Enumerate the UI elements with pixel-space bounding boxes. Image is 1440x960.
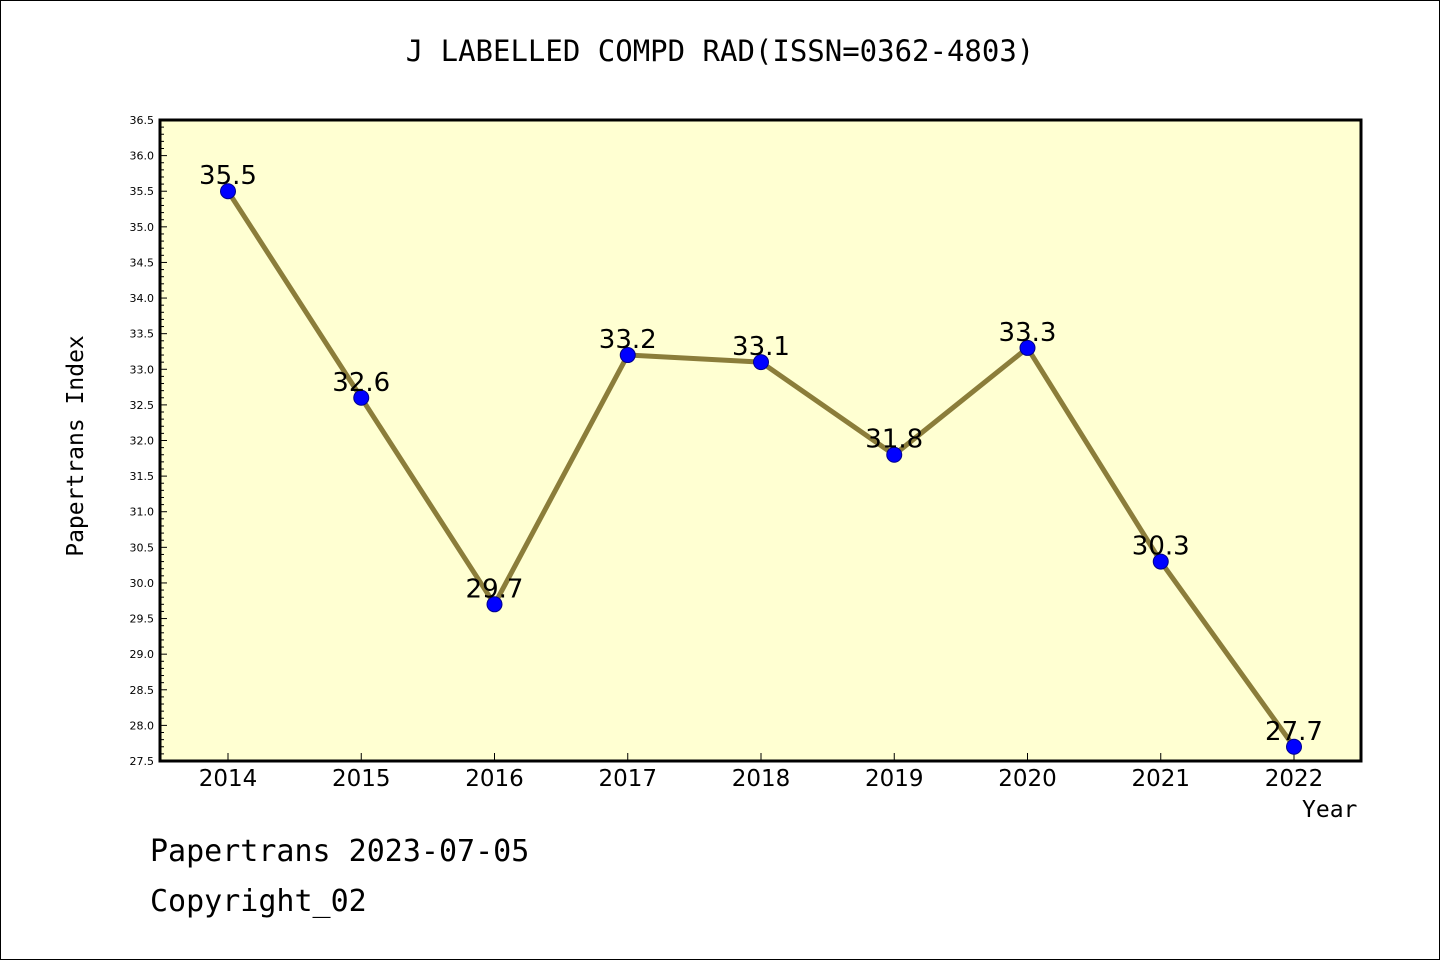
y-tick-label: 32.5 [130,399,155,412]
y-tick-label: 29.5 [130,613,155,626]
y-tick-label: 33.0 [130,363,155,376]
y-tick-label: 36.5 [130,114,155,127]
y-tick-label: 34.0 [130,292,155,305]
y-tick-label: 33.5 [130,328,155,341]
data-point [753,354,769,371]
data-point [220,183,236,200]
data-label: 35.5 [199,161,257,191]
data-point [886,446,903,463]
y-tick-label: 29.0 [130,648,155,661]
data-label: 30.3 [1132,532,1190,562]
x-tick-label: 2016 [465,766,524,792]
data-point [353,389,370,406]
data-label: 29.7 [466,574,524,604]
data-label: 27.7 [1265,717,1323,747]
x-tick-label: 2020 [998,766,1057,792]
y-tick-label: 30.0 [130,577,155,590]
x-tick-label: 2015 [332,766,391,792]
plot-area [158,118,1363,763]
footer-copyright: Copyright_02 [150,884,367,919]
data-point [486,596,503,613]
chart-title: J LABELLED COMPD RAD(ISSN=0362-4803) [405,34,1035,68]
y-tick-label: 35.0 [130,221,155,234]
x-tick-label: 2017 [598,766,657,792]
y-tick-label: 28.5 [130,684,155,697]
x-tick-label: 2021 [1131,766,1190,792]
x-tick-label: 2019 [865,766,924,792]
x-axis-title: Year [1302,797,1358,823]
y-tick-label: 32.0 [130,435,155,448]
data-labels: 35.5 32.6 29.7 33.2 33.1 31.8 33.3 30.3 27.7 [199,161,1323,747]
data-label: 33.3 [999,318,1057,348]
x-tick-label: 2018 [732,766,791,792]
y-tick-label: 31.0 [130,506,155,519]
data-point [619,347,636,364]
data-point [1286,738,1302,755]
y-tick-label: 34.5 [130,256,155,269]
x-tick-label: 2014 [199,766,258,792]
y-axis-ticks: 27.5 28.0 28.5 29.0 29.5 30.0 30.5 31.0 31.5 32.0… [130,114,167,768]
data-label: 32.6 [332,368,390,398]
data-label: 33.2 [599,325,657,355]
y-tick-label: 31.5 [130,470,155,483]
y-axis-title: Papertrans Index [63,335,89,557]
y-tick-label: 27.5 [130,755,155,768]
data-label: 31.8 [865,425,923,455]
data-label: 33.1 [732,332,790,362]
footer-date: Papertrans 2023-07-05 [150,834,530,869]
data-point [1152,553,1169,570]
y-tick-label: 28.0 [130,719,155,732]
y-tick-label: 36.0 [130,150,155,163]
x-axis-ticks: 2014 2015 2016 2017 2018 2019 2020 2021 2022 [199,753,1324,792]
series-markers [220,183,1302,755]
x-tick-label: 2022 [1265,766,1324,792]
data-point [1019,339,1036,356]
y-tick-label: 30.5 [130,541,155,554]
y-tick-label: 35.5 [130,185,155,198]
